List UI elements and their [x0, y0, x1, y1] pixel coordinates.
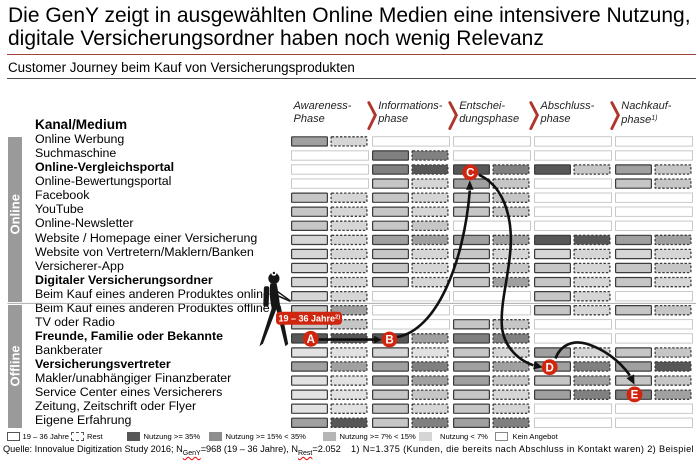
svg-text:D: D: [546, 362, 554, 374]
svg-text:E: E: [631, 390, 639, 402]
svg-text:C: C: [466, 167, 474, 179]
svg-text:19 – 36 Jahre2): 19 – 36 Jahre2): [279, 313, 341, 323]
svg-text:B: B: [385, 335, 393, 347]
svg-text:A: A: [307, 334, 315, 346]
